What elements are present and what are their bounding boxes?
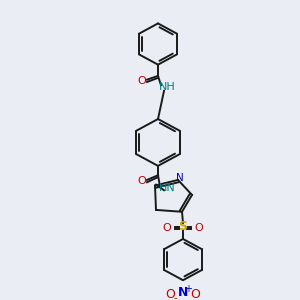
Text: O: O — [138, 76, 146, 85]
Text: O: O — [165, 288, 175, 300]
Text: N: N — [178, 286, 188, 299]
Text: S: S — [178, 220, 188, 233]
Text: NH: NH — [159, 82, 176, 92]
Text: N: N — [176, 173, 184, 183]
Text: +: + — [184, 284, 192, 294]
Text: O: O — [195, 223, 203, 233]
Text: HN: HN — [159, 183, 176, 194]
Text: O: O — [138, 176, 146, 186]
Text: -: - — [173, 293, 177, 300]
Text: O: O — [190, 288, 200, 300]
Text: O: O — [163, 223, 171, 233]
